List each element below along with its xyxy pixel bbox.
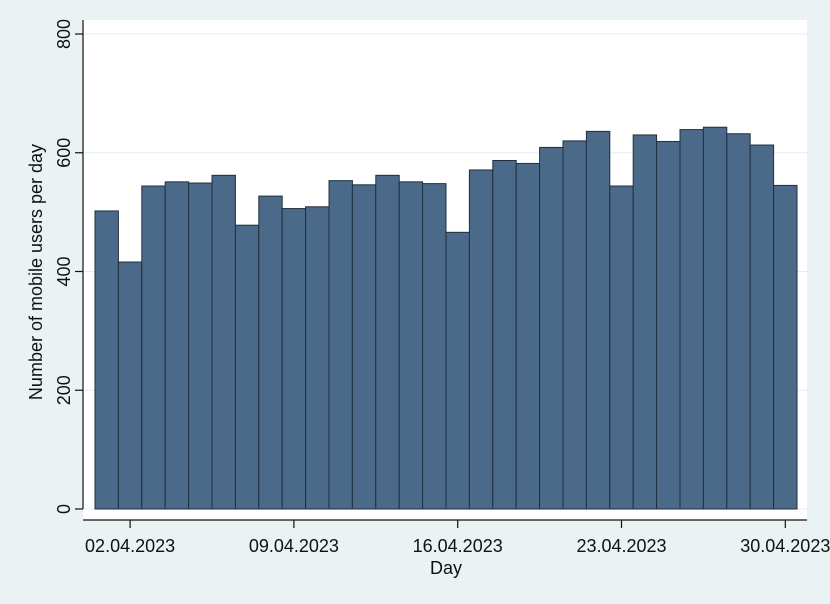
bar	[562, 140, 587, 510]
bar	[281, 208, 307, 510]
bar	[609, 185, 634, 510]
bar	[468, 169, 494, 510]
bar	[328, 180, 353, 510]
bar	[632, 134, 658, 510]
y-axis-title: Number of mobile users per day	[26, 144, 46, 400]
bar	[445, 231, 470, 510]
bar	[305, 206, 330, 510]
y-tick-label: 0	[54, 504, 74, 514]
bar	[375, 174, 400, 510]
y-tick-label: 200	[54, 375, 74, 405]
bars	[94, 126, 798, 510]
bar	[656, 140, 681, 510]
bar	[141, 185, 166, 510]
y-tick-label: 800	[54, 19, 74, 49]
bar	[749, 144, 775, 510]
bar	[585, 130, 611, 510]
bar	[726, 133, 751, 510]
bar	[234, 224, 260, 510]
x-tick-label: 16.04.2023	[413, 536, 503, 556]
bar	[258, 195, 283, 510]
bar	[492, 159, 517, 510]
tick-labels: 0 200 400 600 800 02.04.2023 09.04.2023 16.04.2…	[54, 19, 830, 556]
bar	[679, 129, 704, 510]
x-tick-label: 23.04.2023	[576, 536, 666, 556]
y-tick-label: 600	[54, 138, 74, 168]
bar	[351, 184, 377, 510]
axes	[75, 20, 807, 528]
bar	[94, 210, 119, 510]
bar	[773, 184, 798, 510]
bar	[188, 182, 213, 510]
x-tick-label: 30.04.2023	[740, 536, 830, 556]
bar	[422, 183, 447, 510]
bar	[211, 174, 236, 510]
bar	[539, 146, 564, 510]
bar	[164, 181, 190, 510]
x-tick-label: 09.04.2023	[249, 536, 339, 556]
bar	[117, 261, 143, 510]
x-axis-title: Day	[430, 558, 462, 578]
x-tick-label: 02.04.2023	[85, 536, 175, 556]
bar	[702, 126, 728, 510]
bar	[398, 181, 424, 510]
bar	[515, 162, 541, 510]
y-tick-label: 400	[54, 256, 74, 286]
